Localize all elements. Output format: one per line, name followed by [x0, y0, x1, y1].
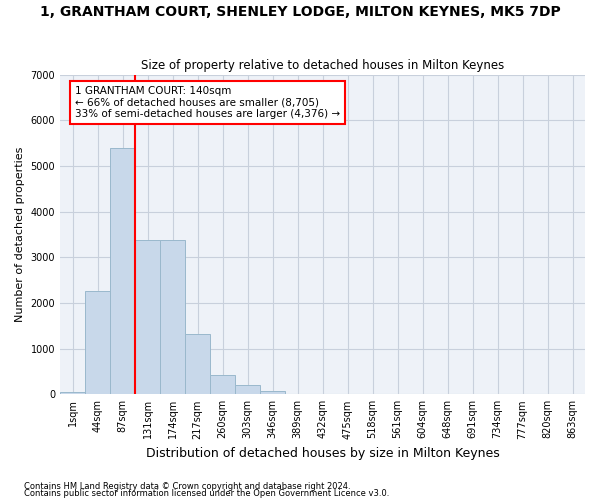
Bar	[110, 148, 135, 394]
Bar	[185, 334, 210, 394]
Bar	[85, 290, 110, 395]
Text: 1, GRANTHAM COURT, SHENLEY LODGE, MILTON KEYNES, MK5 7DP: 1, GRANTHAM COURT, SHENLEY LODGE, MILTON…	[40, 5, 560, 19]
Bar	[235, 385, 260, 394]
Text: 1 GRANTHAM COURT: 140sqm
← 66% of detached houses are smaller (8,705)
33% of sem: 1 GRANTHAM COURT: 140sqm ← 66% of detach…	[75, 86, 340, 119]
Bar	[160, 240, 185, 394]
Bar	[135, 240, 160, 394]
X-axis label: Distribution of detached houses by size in Milton Keynes: Distribution of detached houses by size …	[146, 447, 499, 460]
Text: Contains HM Land Registry data © Crown copyright and database right 2024.: Contains HM Land Registry data © Crown c…	[24, 482, 350, 491]
Title: Size of property relative to detached houses in Milton Keynes: Size of property relative to detached ho…	[141, 59, 504, 72]
Bar	[260, 390, 285, 394]
Bar	[210, 374, 235, 394]
Text: Contains public sector information licensed under the Open Government Licence v3: Contains public sector information licen…	[24, 489, 389, 498]
Y-axis label: Number of detached properties: Number of detached properties	[15, 146, 25, 322]
Bar	[60, 392, 85, 394]
